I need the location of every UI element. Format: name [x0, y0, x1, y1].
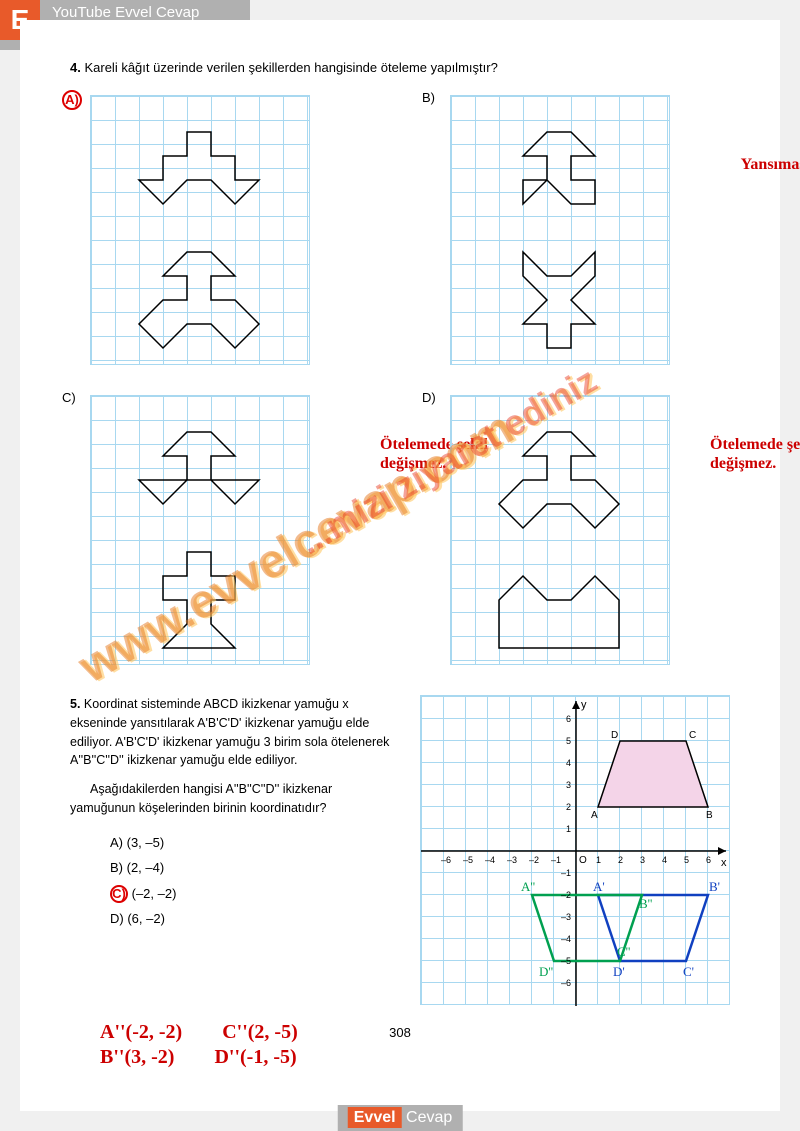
point-A: A [591, 810, 598, 821]
shape-b1 [523, 132, 595, 204]
option-c-label: C) [62, 390, 76, 405]
svg-text:4: 4 [566, 758, 571, 768]
svg-text:–1: –1 [551, 855, 561, 865]
point-C: C [689, 730, 696, 741]
q4-options-grid: A) B) Yansıması C) [70, 95, 730, 665]
svg-text:–4: –4 [561, 934, 571, 944]
option-d: D) Ötelemede şekil değişmez. [430, 395, 730, 665]
coord-svg: x y A B C D –6 –5 –4 –3 –2 –1 1 2 3 4 5 6 1 2 3 [421, 696, 731, 1006]
grid-b [450, 95, 670, 365]
svg-text:A': A' [593, 879, 605, 894]
youtube-label: YouTube Evvel Cevap [52, 4, 242, 21]
svg-text:B'': B'' [639, 896, 652, 911]
option-b: B) Yansıması [430, 95, 730, 365]
svg-text:–4: –4 [485, 855, 495, 865]
option-a-label: A) [62, 90, 82, 110]
trapezoid-reflected [598, 895, 708, 961]
coord-b2: B''(3, -2) [100, 1046, 174, 1069]
svg-text:–3: –3 [561, 912, 571, 922]
shape-d1 [499, 432, 619, 528]
svg-text:1: 1 [566, 824, 571, 834]
x-arrow [718, 847, 726, 855]
shape-c-svg [91, 396, 311, 666]
svg-text:–5: –5 [463, 855, 473, 865]
svg-text:2: 2 [618, 855, 623, 865]
shape-d-svg [451, 396, 671, 666]
svg-text:D'': D'' [539, 964, 553, 979]
svg-text:5: 5 [566, 736, 571, 746]
answer-c: C) (–2, –2) [110, 884, 400, 904]
shape-d2 [499, 576, 619, 648]
svg-text:–2: –2 [529, 855, 539, 865]
svg-text:3: 3 [566, 780, 571, 790]
shape-a1 [139, 132, 259, 204]
handwritten-coordinates: A''(-2, -2) C''(2, -5) B''(3, -2) D''(-1… [100, 1019, 298, 1071]
svg-text:4: 4 [662, 855, 667, 865]
shape-a2 [139, 252, 259, 348]
svg-text:B': B' [709, 879, 720, 894]
shape-b2 [523, 252, 595, 348]
answer-b: B) (2, –4) [110, 858, 400, 878]
footer-brand1: Evvel [348, 1107, 402, 1128]
q5-paragraph2: Aşağıdakilerden hangisi A''B''C''D'' iki… [70, 780, 400, 818]
grid-c [90, 395, 310, 665]
shape-b-svg [451, 96, 671, 366]
q5-paragraph1: Koordinat sisteminde ABCD ikizkenar yamu… [70, 697, 389, 767]
footer-logo: Evvel Cevap [338, 1105, 463, 1131]
svg-text:–1: –1 [561, 868, 571, 878]
svg-text:–5: –5 [561, 956, 571, 966]
x-label: x [721, 857, 727, 869]
origin-label: O [579, 855, 587, 866]
q5-number: 5. [70, 697, 80, 711]
option-a: A) [70, 95, 370, 365]
q4-text: Kareli kâğıt üzerinde verilen şekillerde… [84, 60, 497, 75]
coord-a2: A''(-2, -2) [100, 1021, 182, 1044]
shape-a-svg [91, 96, 311, 366]
annotation-oteleme2: Ötelemede şekil değişmez. [710, 435, 800, 473]
svg-text:3: 3 [640, 855, 645, 865]
grid-a [90, 95, 310, 365]
trapezoid-abcd [598, 741, 708, 807]
answer-c-label: C) [110, 885, 128, 903]
question-5: 5. Koordinat sisteminde ABCD ikizkenar y… [70, 695, 730, 1005]
y-label: y [581, 699, 587, 711]
svg-text:6: 6 [706, 855, 711, 865]
svg-text:2: 2 [566, 802, 571, 812]
svg-text:5: 5 [684, 855, 689, 865]
annotation-yansima: Yansıması [741, 155, 800, 174]
option-c: C) Ötelemede şekil değişmez. [70, 395, 370, 665]
coordinate-plane: x y A B C D –6 –5 –4 –3 –2 –1 1 2 3 4 5 6 1 2 3 [420, 695, 730, 1005]
svg-text:C'': C'' [617, 944, 630, 959]
option-d-label: D) [422, 390, 436, 405]
q5-answers: A) (3, –5) B) (2, –4) C) (–2, –2) D) (6,… [110, 833, 400, 929]
question-4: 4. Kareli kâğıt üzerinde verilen şekille… [70, 60, 730, 75]
y-arrow [572, 701, 580, 709]
svg-text:–2: –2 [561, 890, 571, 900]
coord-d2: D''(-1, -5) [214, 1046, 296, 1069]
q4-number: 4. [70, 60, 81, 75]
answer-a: A) (3, –5) [110, 833, 400, 853]
svg-text:C': C' [683, 964, 694, 979]
shape-c2 [163, 552, 235, 648]
svg-text:–6: –6 [561, 978, 571, 988]
answer-c-val: (–2, –2) [132, 886, 177, 901]
shape-c1 [139, 432, 259, 504]
svg-text:D': D' [613, 964, 625, 979]
point-D: D [611, 730, 618, 741]
footer-brand2: Cevap [406, 1109, 452, 1126]
page-content: 4. Kareli kâğıt üzerinde verilen şekille… [20, 20, 780, 1111]
svg-text:–3: –3 [507, 855, 517, 865]
answer-d: D) (6, –2) [110, 909, 400, 929]
grid-d [450, 395, 670, 665]
point-B: B [706, 810, 713, 821]
q5-text-block: 5. Koordinat sisteminde ABCD ikizkenar y… [70, 695, 400, 1005]
option-b-label: B) [422, 90, 435, 105]
svg-text:6: 6 [566, 714, 571, 724]
svg-text:1: 1 [596, 855, 601, 865]
svg-text:A'': A'' [521, 879, 535, 894]
coord-c2: C''(2, -5) [222, 1021, 298, 1044]
q5-p1: 5. Koordinat sisteminde ABCD ikizkenar y… [70, 695, 400, 770]
svg-text:–6: –6 [441, 855, 451, 865]
